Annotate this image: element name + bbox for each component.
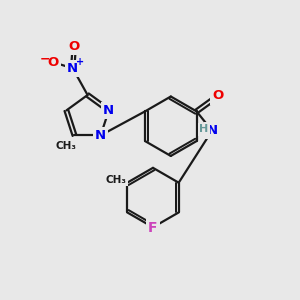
Text: N: N <box>206 124 218 137</box>
Text: O: O <box>212 89 224 102</box>
Text: O: O <box>48 56 59 69</box>
Text: −: − <box>40 52 50 65</box>
Text: N: N <box>67 62 78 75</box>
Text: O: O <box>69 40 80 53</box>
Text: N: N <box>95 129 106 142</box>
Text: F: F <box>148 221 158 235</box>
Text: CH₃: CH₃ <box>105 175 126 185</box>
Text: N: N <box>103 104 114 117</box>
Text: H: H <box>199 124 208 134</box>
Text: +: + <box>76 57 84 67</box>
Text: CH₃: CH₃ <box>56 141 77 151</box>
